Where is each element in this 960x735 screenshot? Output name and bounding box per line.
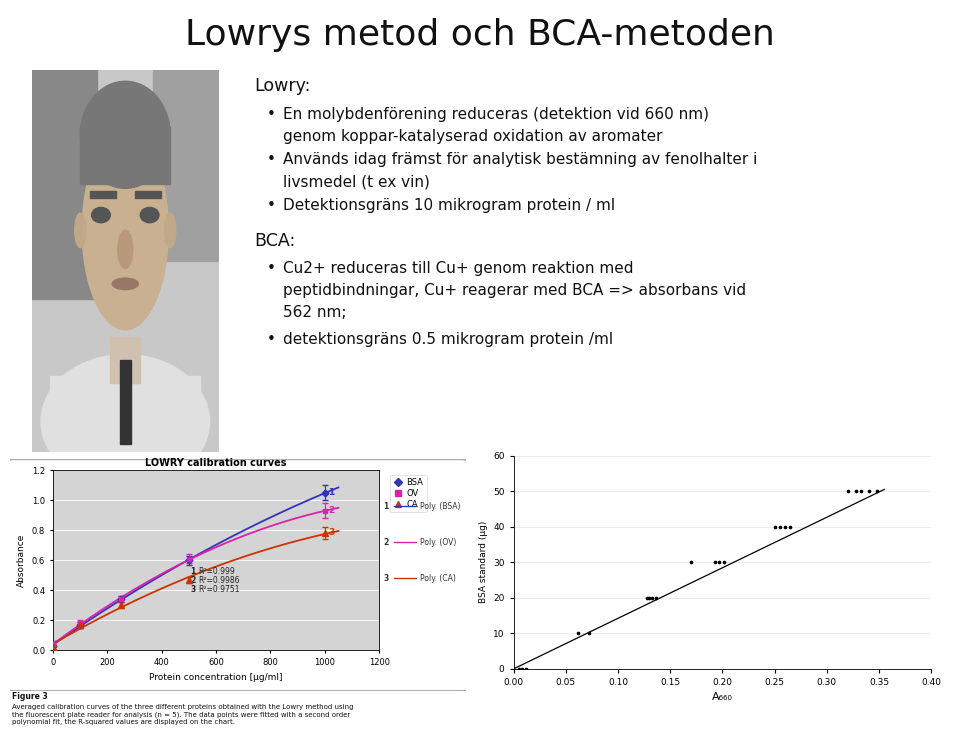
Text: detektionsgräns 0.5 mikrogram protein /ml: detektionsgräns 0.5 mikrogram protein /m… [283,332,613,347]
Point [849,485,864,497]
Text: R²=0.9986: R²=0.9986 [199,576,240,585]
Text: •: • [267,332,276,347]
Bar [154,70,219,261]
Bar [110,337,140,383]
Point [570,628,586,639]
Point [840,485,855,497]
Point [708,556,723,568]
Text: 1: 1 [383,502,389,511]
Bar [50,376,200,452]
Bar [81,127,170,184]
Text: Detektionsgräns 10 mikrogram protein / ml: Detektionsgräns 10 mikrogram protein / m… [283,198,615,212]
Point [511,663,526,675]
Text: 2: 2 [383,538,389,547]
Text: 3: 3 [190,585,196,594]
Ellipse shape [75,213,86,248]
Text: 562 nm;: 562 nm; [283,305,347,320]
Text: R²=0.999: R²=0.999 [199,567,235,576]
Point [581,628,596,639]
Text: peptidbindningar, Cu+ reagerar med BCA => absorbans vid: peptidbindningar, Cu+ reagerar med BCA =… [283,283,746,298]
Text: 3: 3 [383,574,389,583]
FancyBboxPatch shape [5,459,470,691]
X-axis label: A₆₆₀: A₆₆₀ [712,692,732,703]
Text: genom koppar-katalyserad oxidation av aromater: genom koppar-katalyserad oxidation av ar… [283,129,662,143]
Point [861,485,876,497]
Ellipse shape [81,82,170,188]
Text: •: • [267,261,276,276]
Text: En molybdenförening reduceras (detektion vid 660 nm): En molybdenförening reduceras (detektion… [283,107,709,121]
Text: Poly. (BSA): Poly. (BSA) [420,502,461,511]
Text: 1: 1 [328,487,334,497]
Text: •: • [267,198,276,212]
Text: •: • [267,152,276,167]
Ellipse shape [91,207,110,223]
Ellipse shape [140,207,159,223]
Point [717,556,732,568]
Point [778,521,793,533]
Title: LOWRY calibration curves: LOWRY calibration curves [145,458,287,468]
Point [772,521,787,533]
Bar [120,360,131,445]
X-axis label: Protein concentration [µg/ml]: Protein concentration [µg/ml] [149,673,283,681]
Text: BCA:: BCA: [254,232,296,249]
Ellipse shape [164,213,176,248]
Bar [89,191,116,198]
Text: R²=0.9751: R²=0.9751 [199,585,240,594]
Ellipse shape [83,131,168,330]
Text: Poly. (CA): Poly. (CA) [420,574,456,583]
Text: Figure 3: Figure 3 [12,692,47,701]
Y-axis label: BSA standard (µg): BSA standard (µg) [478,521,488,603]
Ellipse shape [112,278,138,290]
Point [869,485,884,497]
Bar [134,191,161,198]
Point [782,521,798,533]
Point [518,663,534,675]
Point [641,592,657,603]
Text: Lowry:: Lowry: [254,77,311,95]
Text: 2: 2 [190,576,196,585]
Point [711,556,727,568]
Text: Lowrys metod och BCA-metoden: Lowrys metod och BCA-metoden [185,18,775,52]
Text: 2: 2 [328,506,334,514]
Text: 1: 1 [190,567,196,576]
Ellipse shape [41,354,209,488]
Point [648,592,663,603]
Point [767,521,782,533]
Point [684,556,699,568]
Text: Cu2+ reduceras till Cu+ genom reaktion med: Cu2+ reduceras till Cu+ genom reaktion m… [283,261,634,276]
Text: Poly. (OV): Poly. (OV) [420,538,456,547]
Ellipse shape [118,230,132,268]
Point [515,663,530,675]
Bar [32,70,97,299]
Legend: BSA, OV, CA: BSA, OV, CA [390,475,427,512]
Point [853,485,869,497]
Point [639,592,655,603]
Text: Används idag främst för analytisk bestämning av fenolhalter i: Används idag främst för analytisk bestäm… [283,152,757,167]
Text: 3: 3 [328,528,334,537]
Point [645,592,660,603]
Text: •: • [267,107,276,121]
Text: livsmedel (t ex vin): livsmedel (t ex vin) [283,174,430,189]
Text: Averaged calibration curves of the three different proteins obtained with the Lo: Averaged calibration curves of the three… [12,704,353,725]
Y-axis label: Absorbance: Absorbance [17,534,26,587]
